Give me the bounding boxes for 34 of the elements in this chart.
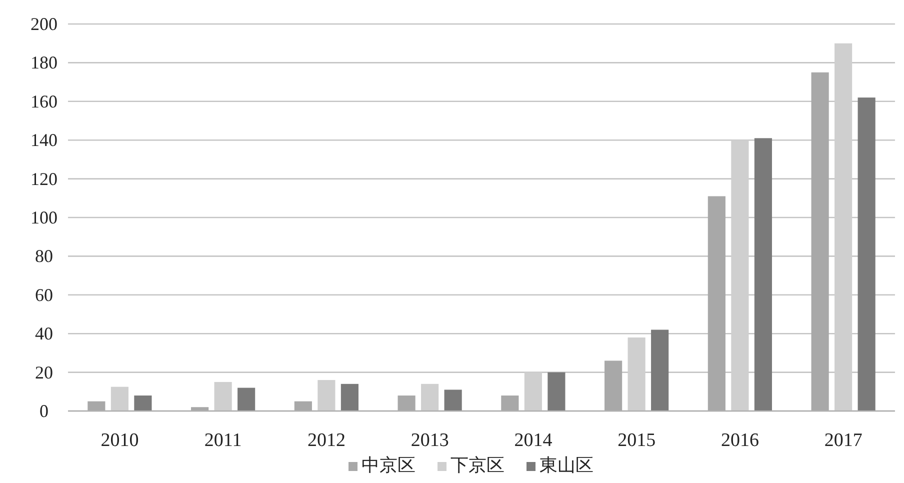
- bar: [651, 330, 669, 411]
- y-tick-label: 0: [40, 401, 48, 421]
- legend-label: 中京区: [362, 455, 416, 476]
- y-tick-label: 140: [30, 130, 58, 150]
- x-tick-label: 2014: [514, 430, 553, 451]
- bar: [444, 390, 462, 411]
- y-tick-label: 180: [30, 52, 58, 73]
- y-tick-label: 200: [30, 14, 58, 34]
- bar: [238, 388, 256, 411]
- x-tick-label: 2013: [410, 430, 449, 451]
- y-tick-label: 80: [35, 246, 53, 266]
- y-tick-label: 100: [30, 208, 58, 228]
- bar: [110, 386, 128, 411]
- bar: [548, 372, 566, 411]
- y-tick-label: 160: [30, 91, 58, 112]
- x-tick-label: 2016: [720, 430, 759, 451]
- bar: [318, 380, 336, 411]
- y-tick-label: 120: [30, 168, 58, 189]
- bar: [134, 396, 152, 411]
- x-tick-label: 2012: [307, 430, 346, 451]
- legend-label: 下京区: [450, 455, 504, 476]
- x-tick-label: 2015: [618, 430, 656, 451]
- y-tick-label: 60: [35, 284, 53, 305]
- x-tick-label: 2017: [824, 430, 862, 451]
- bar: [340, 384, 358, 411]
- bar: [858, 98, 876, 411]
- y-tick-label: 20: [35, 362, 53, 382]
- x-tick-label: 2011: [204, 430, 242, 451]
- x-tick-label: 2010: [100, 430, 139, 451]
- legend-label: 東山区: [540, 455, 594, 476]
- y-tick-label: 40: [35, 324, 53, 344]
- bar: [754, 138, 772, 411]
- bar: [214, 382, 232, 411]
- bar: [421, 384, 439, 411]
